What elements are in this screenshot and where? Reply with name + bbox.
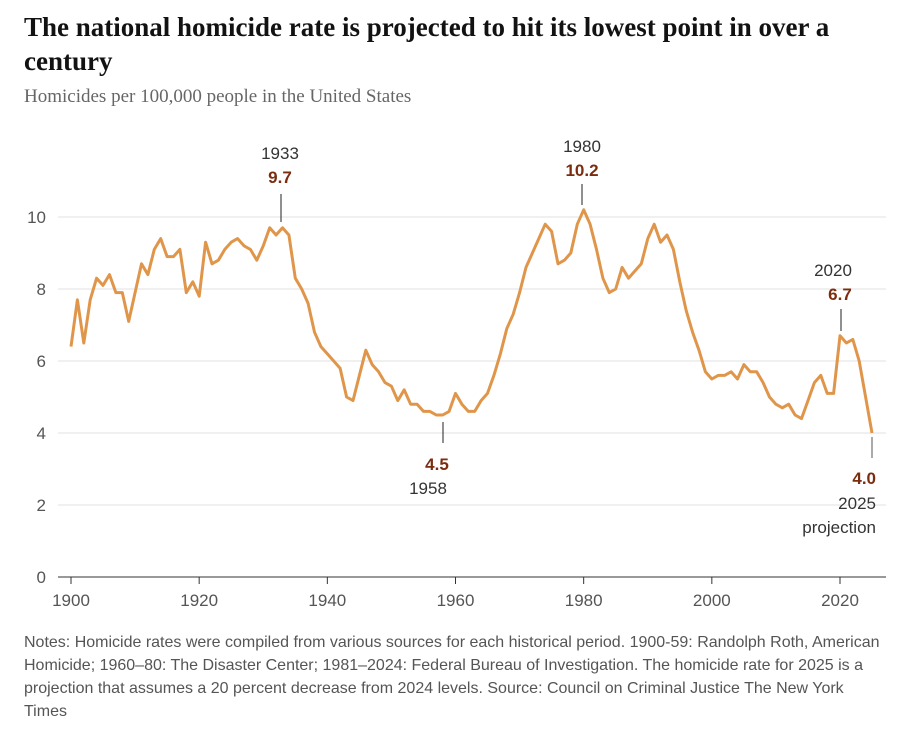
y-tick-label: 4	[37, 424, 46, 443]
chart-title: The national homicide rate is projected …	[24, 12, 830, 76]
homicide-rate-line	[69, 208, 874, 434]
y-tick-label: 10	[27, 208, 46, 227]
chart-subtitle: Homicides per 100,000 people in the Unit…	[24, 86, 412, 107]
y-tick-label: 6	[37, 352, 46, 371]
x-tick-label: 1940	[308, 591, 346, 610]
annotation-year: 2020	[814, 261, 852, 280]
y-tick-label: 0	[37, 568, 46, 587]
x-tick-label: 1920	[180, 591, 218, 610]
annotation-year: 1958	[409, 479, 447, 498]
annotation-year: 1980	[563, 137, 601, 156]
annotation-2020: 2020 6.7	[814, 261, 852, 331]
x-tick-label: 1900	[52, 591, 90, 610]
chart-notes: Notes: Homicide rates were compiled from…	[24, 634, 880, 720]
y-tick-label: 8	[37, 280, 46, 299]
annotation-1933: 1933 9.7	[261, 144, 299, 222]
annotation-1980: 1980 10.2	[563, 137, 601, 205]
annotation-value: 4.5	[425, 455, 449, 474]
annotation-value: 6.7	[828, 285, 852, 304]
x-tick-label: 1980	[565, 591, 603, 610]
y-tick-label: 2	[37, 496, 46, 515]
annotation-2025: 4.0 2025 projection	[802, 437, 876, 537]
annotation-1958: 4.5 1958	[409, 422, 449, 498]
annotation-value: 9.7	[268, 168, 292, 187]
x-tick-label: 2000	[693, 591, 731, 610]
annotation-value: 4.0	[852, 469, 876, 488]
annotation-year: 1933	[261, 144, 299, 163]
annotation-year: 2025	[838, 494, 876, 513]
annotation-value: 10.2	[565, 161, 598, 180]
annotation-note: projection	[802, 518, 876, 537]
x-tick-label: 1960	[437, 591, 475, 610]
x-tick-label: 2020	[821, 591, 859, 610]
